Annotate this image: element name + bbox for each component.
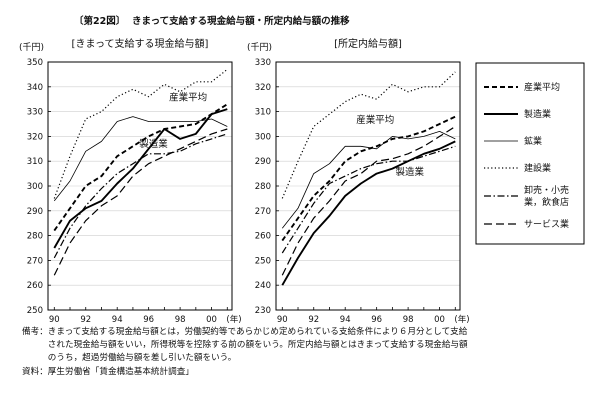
y-tick-label-2-330: 330 bbox=[255, 58, 271, 68]
note-source-body: 厚生労働省「賃金構造基本統計調査」 bbox=[47, 366, 194, 377]
series-line-2-con bbox=[281, 71, 456, 199]
y-tick-label-1-250: 250 bbox=[27, 306, 43, 316]
legend-label-whl-2: 業，飲食店 bbox=[524, 196, 569, 208]
y-tick-label-1-310: 310 bbox=[27, 157, 43, 167]
x-tick-label-2-92: 92 bbox=[308, 315, 319, 325]
x-tick-label-1-92: 92 bbox=[80, 315, 91, 325]
y-tick-label-1-320: 320 bbox=[27, 132, 43, 142]
x-tick-label-1-00: 00 bbox=[206, 315, 217, 325]
annotation-2-2: 製造業 bbox=[396, 166, 425, 178]
legend-label-whl-1: 卸売・小売 bbox=[524, 184, 569, 196]
x-axis-unit-2: (年) bbox=[454, 314, 469, 325]
y-tick-label-2-240: 240 bbox=[255, 281, 271, 291]
panel-title-1: [きまって支給する現金給与額] bbox=[72, 37, 209, 50]
x-tick-label-2-00: 00 bbox=[434, 315, 445, 325]
x-tick-label-2-96: 96 bbox=[371, 315, 382, 325]
notes-section: 備考： きまって支給する現金給与額とは，労働契約等であらかじめ定められている支給… bbox=[22, 326, 590, 379]
legend-swatches bbox=[484, 86, 518, 225]
y-tick-label-1-300: 300 bbox=[27, 182, 43, 192]
y-tick-label-1-270: 270 bbox=[27, 256, 43, 266]
x-tick-label-2-90: 90 bbox=[277, 315, 288, 325]
series-line-1-avg bbox=[53, 103, 228, 232]
panel-title-2: [所定内給与額] bbox=[334, 37, 402, 50]
legend-frame bbox=[475, 62, 585, 245]
note-remarks: 備考： きまって支給する現金給与額とは，労働契約等であらかじめ定められている支給… bbox=[22, 326, 590, 366]
figure-label: 〔第22図〕 bbox=[74, 15, 125, 27]
y-tick-label-2-290: 290 bbox=[255, 157, 271, 167]
y-tick-label-2-310: 310 bbox=[255, 108, 271, 118]
series-line-2-mfg bbox=[281, 140, 456, 286]
y-tick-label-2-320: 320 bbox=[255, 83, 271, 93]
chart-panel-fixed-wage: [きまって支給する現金給与額] (千円) 250 260 270 280 290 300 310… bbox=[19, 37, 242, 325]
series-line-2-svc bbox=[281, 125, 456, 276]
x-tick-label-2-94: 94 bbox=[340, 315, 351, 325]
legend: 産業平均 製造業 鉱業 建設業 卸売・小売 業，飲食店 サービス業 bbox=[475, 62, 585, 245]
legend-label-mfg: 製造業 bbox=[524, 108, 551, 120]
y-tick-label-1-330: 330 bbox=[27, 108, 43, 118]
y-tick-label-2-230: 230 bbox=[255, 306, 271, 316]
y-tick-label-2-280: 280 bbox=[255, 182, 271, 192]
x-tick-label-1-96: 96 bbox=[143, 315, 154, 325]
series-line-1-con bbox=[53, 68, 228, 199]
x-tick-label-1-98: 98 bbox=[175, 315, 186, 325]
y-tick-label-1-280: 280 bbox=[27, 232, 43, 242]
x-axis-unit-1: (年) bbox=[226, 314, 241, 325]
legend-label-min: 鉱業 bbox=[524, 135, 542, 147]
annotation-2-1: 産業平均 bbox=[356, 114, 394, 126]
note-source: 資料： 厚生労働省「賃金構造基本統計調査」 bbox=[22, 366, 590, 379]
series-line-2-avg bbox=[281, 115, 456, 242]
figure-title: きまって支給する現金給与額・所定内給与額の推移 bbox=[132, 15, 350, 27]
series-line-2-min bbox=[281, 130, 456, 229]
x-tick-label-1-94: 94 bbox=[112, 315, 123, 325]
y-axis-unit-2: (千円) bbox=[247, 42, 272, 53]
series-line-1-mfg bbox=[53, 108, 228, 249]
annotation-1-2: 製造業 bbox=[139, 138, 168, 150]
y-tick-label-2-250: 250 bbox=[255, 256, 271, 266]
chart-panel-scheduled-wage: [所定内給与額] (千円) 230 240 250 260 270 280 290 300 310 3… bbox=[247, 37, 470, 325]
legend-label-con: 建設業 bbox=[524, 162, 551, 174]
x-tick-label-1-90: 90 bbox=[49, 315, 60, 325]
y-tick-label-1-290: 290 bbox=[27, 207, 43, 217]
note-line-3: のうち，超過労働給与額を差し引いた額をいう。 bbox=[47, 353, 237, 364]
y-tick-label-2-260: 260 bbox=[255, 232, 271, 242]
series-line-1-min bbox=[53, 116, 228, 202]
note-remarks-label: 備考： bbox=[22, 327, 48, 337]
x-tick-label-2-98: 98 bbox=[403, 315, 414, 325]
annotation-1-1: 産業平均 bbox=[169, 91, 207, 103]
series-line-1-whl bbox=[53, 133, 228, 259]
note-source-label: 資料： bbox=[22, 366, 48, 377]
note-line-1: きまって支給する現金給与額とは，労働契約等であらかじめ定められている支給条件によ… bbox=[47, 327, 468, 337]
y-tick-label-2-300: 300 bbox=[255, 132, 271, 142]
y-tick-label-1-260: 260 bbox=[27, 281, 43, 291]
legend-label-svc: サービス業 bbox=[524, 218, 569, 230]
y-tick-label-2-270: 270 bbox=[255, 207, 271, 217]
note-line-2: された現金給与額をいい，所得税等を控除する前の額をいう。所定内給与額とはきまって… bbox=[47, 340, 468, 351]
series-line-2-whl bbox=[281, 145, 456, 254]
note-remarks-body: きまって支給する現金給与額とは，労働契約等であらかじめ定められている支給条件によ… bbox=[48, 326, 590, 366]
legend-label-avg: 産業平均 bbox=[524, 81, 560, 93]
y-axis-unit-1: (千円) bbox=[19, 42, 44, 53]
y-tick-label-1-340: 340 bbox=[27, 83, 43, 93]
y-tick-label-1-350: 350 bbox=[27, 58, 43, 68]
series-line-1-svc bbox=[53, 128, 228, 276]
